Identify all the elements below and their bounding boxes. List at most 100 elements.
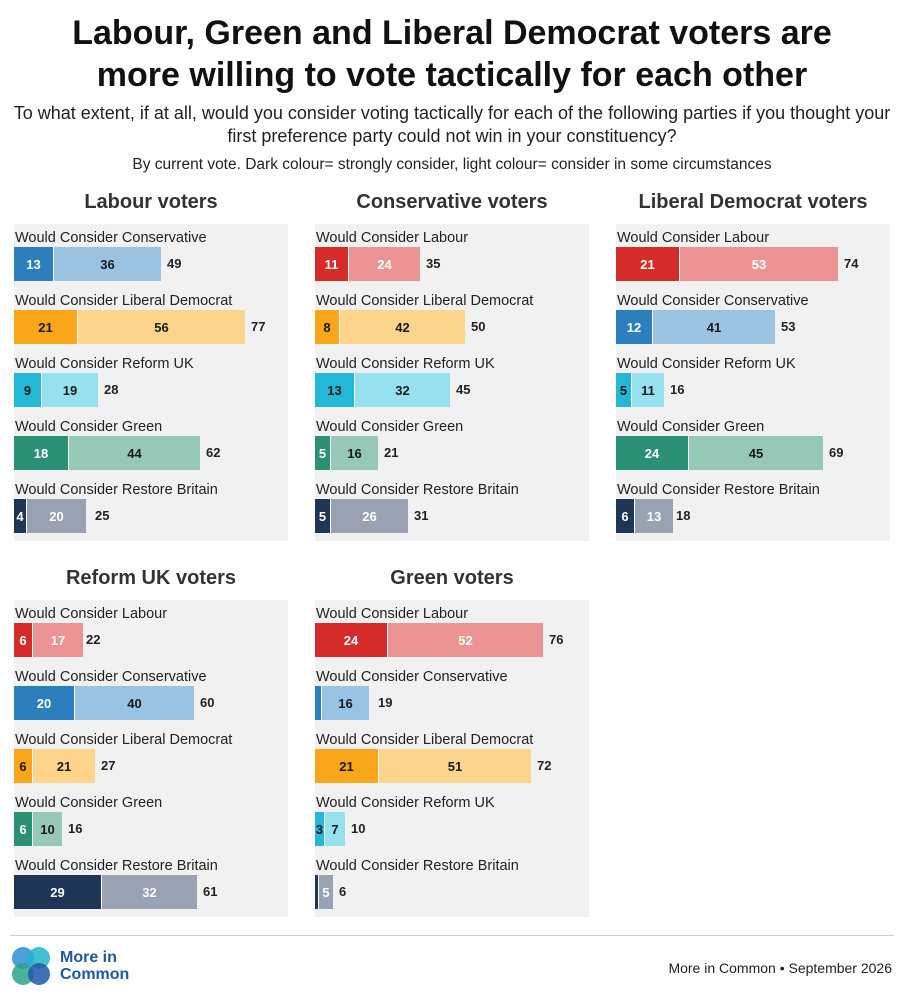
bar-consider-some-circumstances: 44 xyxy=(68,436,200,470)
bar-strongly-consider: 20 xyxy=(14,686,74,720)
bar-consider-some-circumstances: 42 xyxy=(339,310,465,344)
bar-strongly-consider: 29 xyxy=(14,875,101,909)
bar-strongly-consider: 6 xyxy=(14,749,32,783)
bar-strongly-consider: 12 xyxy=(616,310,652,344)
bar-strongly-consider: 13 xyxy=(14,247,53,281)
bar-strongly-consider: 8 xyxy=(315,310,339,344)
bar-consider-some-circumstances: 51 xyxy=(378,749,531,783)
row-label: Would Consider Conservative xyxy=(617,293,809,309)
bar-consider-some-circumstances: 16 xyxy=(330,436,378,470)
bar-total-label: 19 xyxy=(378,695,393,710)
bar-strongly-consider xyxy=(315,875,318,909)
bar-consider-some-circumstances: 7 xyxy=(324,812,345,846)
bar-total-label: 27 xyxy=(101,758,116,773)
bar-consider-some-circumstances: 17 xyxy=(32,623,83,657)
bar-total-label: 62 xyxy=(206,445,221,460)
bar-strongly-consider xyxy=(315,686,321,720)
row-label: Would Consider Liberal Democrat xyxy=(15,293,233,309)
bar-strongly-consider: 21 xyxy=(315,749,378,783)
row-label: Would Consider Labour xyxy=(15,606,168,622)
bar-consider-some-circumstances: 13 xyxy=(634,499,673,533)
row-label: Would Consider Liberal Democrat xyxy=(316,732,534,748)
bar-total-label: 16 xyxy=(670,382,685,397)
bar-consider-some-circumstances: 21 xyxy=(32,749,95,783)
bar-consider-some-circumstances: 45 xyxy=(688,436,823,470)
bar-consider-some-circumstances: 41 xyxy=(652,310,775,344)
bar-strongly-consider: 6 xyxy=(14,623,32,657)
bar-total-label: 22 xyxy=(86,632,101,647)
logo-text-line-1: More in xyxy=(60,949,117,966)
chart-subtitle: To what extent, if at all, would you con… xyxy=(13,103,891,146)
bar-total-label: 21 xyxy=(384,445,399,460)
row-label: Would Consider Restore Britain xyxy=(15,858,218,874)
bar-total-label: 69 xyxy=(829,445,844,460)
bar-consider-some-circumstances: 19 xyxy=(41,373,98,407)
row-label: Would Consider Labour xyxy=(617,230,770,246)
bar-consider-some-circumstances: 53 xyxy=(679,247,838,281)
bar-total-label: 10 xyxy=(351,821,366,836)
bar-total-label: 6 xyxy=(339,884,347,899)
bar-total-label: 16 xyxy=(68,821,83,836)
bar-strongly-consider: 24 xyxy=(315,623,387,657)
bar-total-label: 50 xyxy=(471,319,486,334)
bar-total-label: 49 xyxy=(167,256,182,271)
chart-note: By current vote. Dark colour= strongly c… xyxy=(132,156,772,173)
footer-source: More in Common • September 2026 xyxy=(668,960,892,976)
row-label: Would Consider Labour xyxy=(316,606,469,622)
panel-title: Labour voters xyxy=(84,191,218,213)
row-label: Would Consider Labour xyxy=(316,230,469,246)
row-label: Would Consider Restore Britain xyxy=(316,858,519,874)
row-label: Would Consider Conservative xyxy=(15,669,207,685)
bar-total-label: 72 xyxy=(537,758,552,773)
bar-strongly-consider: 21 xyxy=(14,310,77,344)
bar-strongly-consider: 5 xyxy=(315,499,330,533)
bar-consider-some-circumstances: 20 xyxy=(26,499,86,533)
row-label: Would Consider Green xyxy=(15,419,163,435)
row-label: Would Consider Reform UK xyxy=(316,795,495,811)
bar-consider-some-circumstances: 40 xyxy=(74,686,194,720)
panel-title: Green voters xyxy=(390,567,514,589)
row-label: Would Consider Reform UK xyxy=(316,356,495,372)
panel-title: Liberal Democrat voters xyxy=(638,191,868,213)
row-label: Would Consider Liberal Democrat xyxy=(316,293,534,309)
more-in-common-logo-icon xyxy=(12,947,50,985)
chart-title-line-1: Labour, Green and Liberal Democrat voter… xyxy=(72,14,832,52)
bar-consider-some-circumstances: 36 xyxy=(53,247,161,281)
bar-consider-some-circumstances: 5 xyxy=(318,875,333,909)
panel-title: Conservative voters xyxy=(356,191,548,213)
bar-consider-some-circumstances: 52 xyxy=(387,623,543,657)
bar-total-label: 77 xyxy=(251,319,266,334)
bar-strongly-consider: 9 xyxy=(14,373,41,407)
footer-divider xyxy=(10,935,894,936)
bar-strongly-consider: 3 xyxy=(315,812,324,846)
bar-strongly-consider: 13 xyxy=(315,373,354,407)
bar-total-label: 60 xyxy=(200,695,215,710)
bar-consider-some-circumstances: 24 xyxy=(348,247,420,281)
bar-total-label: 35 xyxy=(426,256,441,271)
row-label: Would Consider Conservative xyxy=(15,230,207,246)
row-label: Would Consider Green xyxy=(617,419,765,435)
bar-total-label: 31 xyxy=(414,508,429,523)
bar-consider-some-circumstances: 32 xyxy=(354,373,450,407)
row-label: Would Consider Reform UK xyxy=(15,356,194,372)
row-label: Would Consider Restore Britain xyxy=(15,482,218,498)
bar-consider-some-circumstances: 10 xyxy=(32,812,62,846)
bar-strongly-consider: 21 xyxy=(616,247,679,281)
row-label: Would Consider Green xyxy=(15,795,163,811)
bar-strongly-consider: 18 xyxy=(14,436,68,470)
bar-strongly-consider: 4 xyxy=(14,499,26,533)
bar-total-label: 28 xyxy=(104,382,119,397)
row-label: Would Consider Restore Britain xyxy=(316,482,519,498)
bar-consider-some-circumstances: 16 xyxy=(321,686,369,720)
bar-total-label: 18 xyxy=(676,508,691,523)
bar-strongly-consider: 5 xyxy=(616,373,631,407)
row-label: Would Consider Green xyxy=(316,419,464,435)
bar-strongly-consider: 6 xyxy=(14,812,32,846)
bar-strongly-consider: 24 xyxy=(616,436,688,470)
bar-consider-some-circumstances: 11 xyxy=(631,373,664,407)
row-label: Would Consider Conservative xyxy=(316,669,508,685)
row-label: Would Consider Liberal Democrat xyxy=(15,732,233,748)
row-label: Would Consider Restore Britain xyxy=(617,482,820,498)
chart-title: Labour, Green and Liberal Democrat voter… xyxy=(0,12,904,96)
bar-strongly-consider: 5 xyxy=(315,436,330,470)
